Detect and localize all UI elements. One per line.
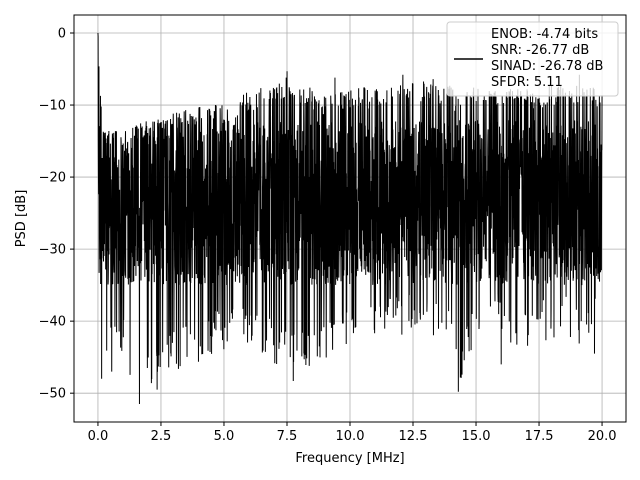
legend: ENOB: -4.74 bits SNR: -26.77 dB SINAD: -… [446,21,619,97]
x-tick-label: 0.0 [88,429,109,444]
plot-area [97,32,603,404]
x-tick-label: 7.5 [277,429,298,444]
psd-series-line [97,32,603,404]
x-ticks: 0.0 2.5 5.0 7.5 10.0 12.5 15.0 17.5 20.0 [88,422,617,444]
x-axis-label: Frequency [MHz] [295,451,404,466]
legend-entry-sfdr: SFDR: 5.11 [491,75,563,90]
x-tick-label: 10.0 [336,429,365,444]
legend-entry-enob: ENOB: -4.74 bits [491,27,598,42]
x-tick-label: 5.0 [214,429,235,444]
x-tick-label: 17.5 [525,429,554,444]
legend-box [446,21,619,97]
y-tick-label: 0 [58,27,66,42]
y-tick-label: −20 [39,171,66,186]
x-tick-label: 20.0 [588,429,617,444]
x-tick-label: 2.5 [151,429,172,444]
y-tick-label: −10 [39,99,66,114]
axes-frame [73,14,627,423]
y-tick-label: −40 [39,315,66,330]
y-axis-label: PSD [dB] [14,190,29,248]
legend-entry-sinad: SINAD: -26.78 dB [491,59,603,74]
y-tick-label: −30 [39,243,66,258]
y-tick-label: −50 [39,387,66,402]
x-tick-label: 12.5 [399,429,428,444]
legend-entry-snr: SNR: -26.77 dB [491,43,589,58]
x-tick-label: 15.0 [462,429,491,444]
y-ticks: 0 −10 −20 −30 −40 −50 [39,27,74,402]
